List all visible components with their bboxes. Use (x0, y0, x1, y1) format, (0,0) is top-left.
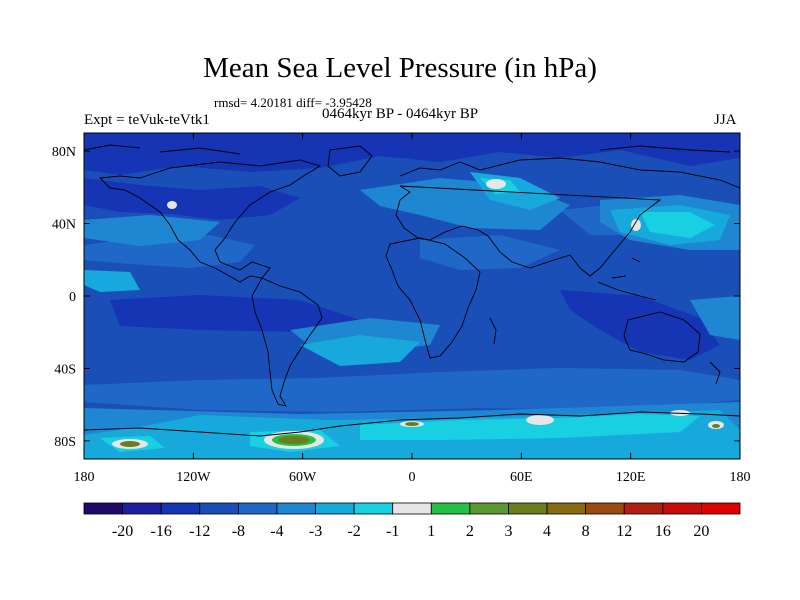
colorbar-label: -20 (112, 523, 133, 540)
colorbar-swatch (392, 502, 432, 515)
x-tick-label: 60W (289, 470, 317, 485)
colorbar-label: -4 (270, 523, 283, 540)
colorbar-label: 12 (616, 523, 632, 540)
x-tick-label: 120W (176, 470, 211, 485)
positive-regions (120, 422, 720, 447)
colorbar-label: 20 (693, 523, 709, 540)
colorbar-label: 2 (466, 523, 474, 540)
x-tick-label: 60E (510, 470, 533, 485)
map-plot-area (84, 133, 740, 459)
colorbar-swatch (585, 502, 625, 515)
colorbar-swatch (623, 502, 664, 515)
stats-label: rmsd= 4.20181 diff= -3.95428 (214, 95, 372, 110)
colorbar-swatch (701, 502, 741, 515)
colorbar-swatch (508, 502, 548, 515)
colorbar-swatch (315, 502, 355, 515)
colorbar-label: -8 (232, 523, 245, 540)
y-tick-label: 80N (52, 145, 76, 160)
y-tick-label: 0 (69, 290, 76, 305)
period-label: 0464kyr BP - 0464kyr BP (322, 106, 479, 122)
colorbar-swatch (160, 502, 201, 515)
colorbar-swatch (83, 502, 123, 515)
y-tick-label: 40N (52, 218, 76, 233)
colorbar-swatch (199, 502, 239, 515)
colorbar-swatch (430, 502, 471, 515)
chart-title: Mean Sea Level Pressure (in hPa) (203, 52, 597, 84)
colorbar-label: 3 (504, 523, 512, 540)
colorbar-label: -2 (347, 523, 360, 540)
season-label: JJA (714, 112, 737, 128)
colorbar-label: 4 (543, 523, 551, 540)
latitude-axis: 80N 40N 0 40S 80S (52, 145, 740, 450)
colorbar-label: 8 (582, 523, 590, 540)
x-tick-label: 0 (409, 470, 416, 485)
colorbar-swatch (662, 502, 702, 515)
colorbar-swatch (469, 502, 509, 515)
coastlines (84, 144, 740, 437)
colorbar-label: -3 (309, 523, 322, 540)
longitude-axis: 180 120W 60W 0 60E 120E 180 (74, 133, 751, 485)
colorbar-label: -12 (189, 523, 210, 540)
colorbar-label: -1 (386, 523, 399, 540)
colorbar-label: -16 (151, 523, 172, 540)
experiment-label: Expt = teVuk-teVtk1 (84, 112, 210, 128)
colorbar-swatch (276, 502, 316, 515)
colorbar-swatch (122, 502, 162, 515)
colorbar-label: 1 (427, 523, 435, 540)
colorbar-label: 16 (655, 523, 671, 540)
x-tick-label: 120E (616, 470, 646, 485)
colorbar-swatch (546, 502, 587, 515)
colorbar-swatch (237, 502, 278, 515)
colorbar: -20 -16 -12 -8 -4 -3 -2 -1 1 2 3 4 8 12 16 20 (83, 502, 741, 540)
colorbar-swatch (353, 502, 394, 515)
y-tick-label: 40S (54, 362, 76, 377)
y-tick-label: 80S (54, 435, 76, 450)
x-tick-label: 180 (730, 470, 751, 485)
x-tick-label: 180 (74, 470, 95, 485)
